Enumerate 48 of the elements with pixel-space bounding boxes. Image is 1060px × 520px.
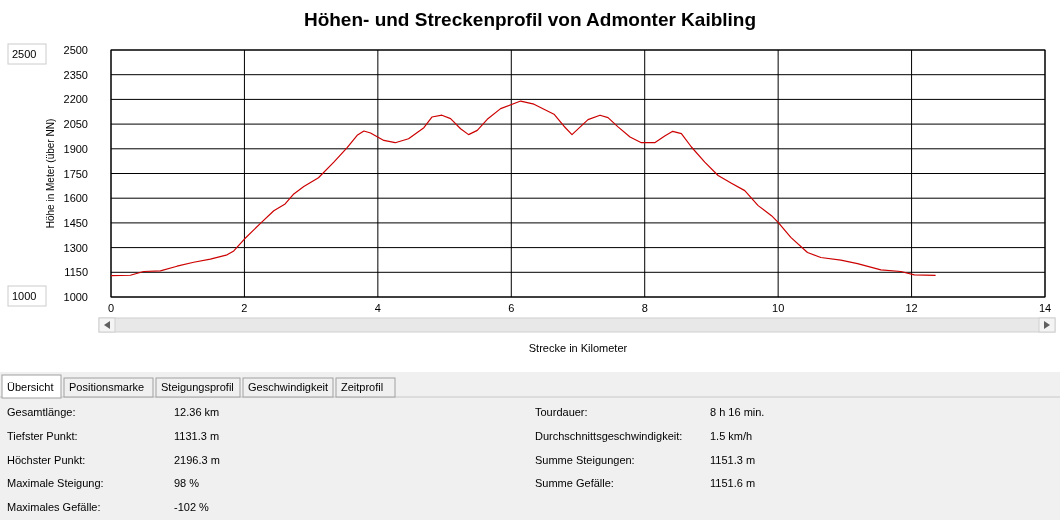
x-tick-label: 14 bbox=[1038, 302, 1052, 314]
text: Höchster Punkt: bbox=[7, 453, 86, 466]
text: 1151.3 m bbox=[710, 453, 756, 466]
x-tick-label: 2 bbox=[241, 302, 248, 314]
text: 1000 bbox=[12, 290, 37, 302]
text: Geschwindigkeit bbox=[248, 381, 329, 393]
y-tick-label: 1300 bbox=[63, 241, 88, 254]
x-tick-label: 6 bbox=[508, 302, 515, 314]
text: 1131.3 m bbox=[174, 429, 220, 442]
chart-title: Höhen- und Streckenprofil von Admonter Kaibling bbox=[303, 9, 757, 30]
text: 12.36 km bbox=[174, 406, 220, 418]
text: 2196.3 m bbox=[174, 453, 220, 466]
y-tick-label: 1750 bbox=[63, 167, 88, 180]
text: Positionsmarke bbox=[69, 381, 145, 393]
text: Übersicht bbox=[7, 381, 54, 393]
x-tick-label: 0 bbox=[107, 302, 115, 314]
x-tick-label: 12 bbox=[905, 302, 918, 314]
y-tick-label: 1150 bbox=[64, 266, 88, 279]
text: Tiefster Punkt: bbox=[7, 429, 78, 442]
text: Durchschnittsgeschwindigkeit: bbox=[535, 429, 683, 442]
text: 2500 bbox=[12, 48, 37, 60]
y-tick-label: 2500 bbox=[63, 44, 88, 56]
text: Summe Steigungen: bbox=[535, 453, 635, 466]
x-axis-title: Strecke in Kilometer bbox=[528, 342, 628, 354]
text: 1151.6 m bbox=[710, 477, 756, 490]
text: Summe Gefälle: bbox=[535, 477, 614, 490]
y-tick-label: 1000 bbox=[63, 291, 88, 303]
text: -102 % bbox=[174, 501, 210, 514]
y-tick-label: 2350 bbox=[63, 68, 88, 81]
y-tick-label: 1600 bbox=[63, 192, 88, 205]
y-tick-label: 1450 bbox=[63, 216, 88, 229]
text: Zeitprofil bbox=[341, 381, 384, 393]
y-tick-label: 2200 bbox=[63, 93, 88, 106]
y-axis-title: Höhe in Meter (über NN) bbox=[45, 118, 56, 229]
text: 1.5 km/h bbox=[710, 429, 753, 442]
text: 98 % bbox=[174, 477, 200, 490]
line-series bbox=[110, 100, 937, 277]
y-tick-label: 2050 bbox=[63, 118, 88, 131]
x-tick-label: 8 bbox=[641, 302, 648, 314]
text: 8 h 16 min. bbox=[710, 406, 765, 418]
x-tick-label: 4 bbox=[374, 302, 381, 314]
x-tick-label: 10 bbox=[772, 302, 785, 314]
text: Tourdauer: bbox=[535, 406, 588, 418]
text: Gesamtlänge: bbox=[7, 406, 76, 418]
text: Maximales Gefälle: bbox=[7, 501, 101, 514]
y-tick-label: 1900 bbox=[63, 142, 88, 155]
text: Steigungsprofil bbox=[161, 381, 234, 393]
text: Maximale Steigung: bbox=[7, 477, 104, 490]
